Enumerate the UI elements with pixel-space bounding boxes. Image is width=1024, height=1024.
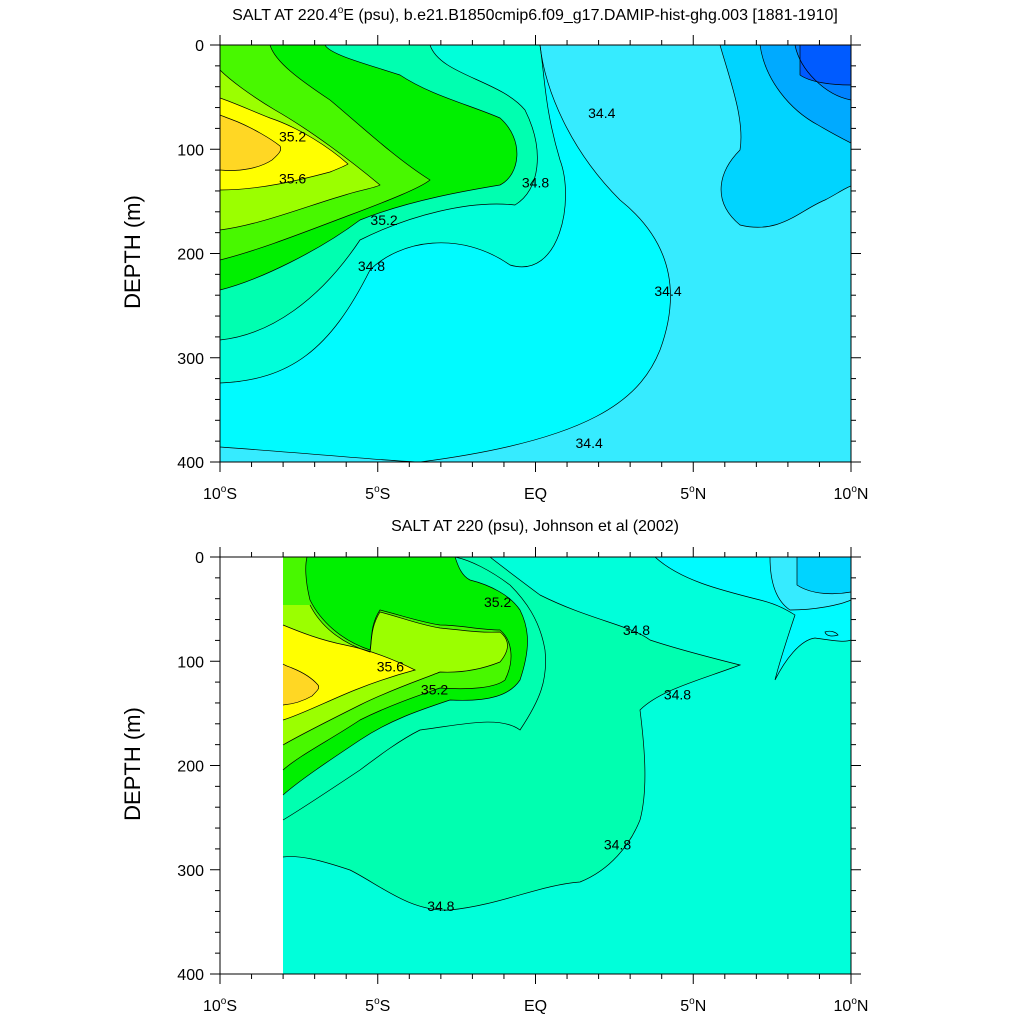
obs-y-tick-label: 0	[195, 550, 204, 567]
obs-panel-title: SALT AT 220 (psu), Johnson et al (2002)	[391, 518, 679, 535]
obs-axis-ticks	[210, 547, 861, 984]
model-line-33-8	[799, 45, 851, 86]
obs-contour-fills	[283, 557, 851, 974]
model-x-tick-label: 10oS	[203, 484, 237, 503]
model-contour-label: 34.4	[654, 283, 681, 299]
model-line-35-2	[220, 45, 518, 291]
model-x-tick-label: 5oN	[680, 484, 706, 503]
model-contour-label: 34.4	[576, 435, 603, 451]
model-line-34-2	[719, 45, 851, 228]
model-y-tick-label: 100	[177, 142, 204, 159]
model-y-tick-label: 400	[177, 455, 204, 472]
fill-band-34-4-bottom	[220, 447, 420, 462]
obs-contour-label: 35.2	[484, 594, 511, 610]
model-contour-label: 34.8	[358, 258, 385, 274]
obs-contour-labels: 35.2 35.6 35.2 34.8 34.8 34.8 34.8	[377, 594, 692, 914]
obs-contour-lines	[282, 557, 851, 911]
model-y-tick-label: 0	[195, 38, 204, 55]
model-line-35-0	[220, 45, 538, 341]
obs-x-tick-label: EQ	[524, 998, 547, 1015]
model-line-33-9	[794, 45, 851, 101]
obs-line-35-4	[282, 604, 508, 746]
obs-contour-label: 34.8	[604, 837, 631, 853]
model-contour-label: 34.8	[522, 175, 549, 191]
obs-x-tick-label: 10oN	[834, 996, 869, 1015]
model-y-axis-label: DEPTH (m)	[120, 195, 145, 309]
obs-line-35-3	[282, 557, 512, 771]
obs-x-tick-label: 5oN	[680, 996, 706, 1015]
model-contour-lines	[220, 45, 851, 462]
model-line-35-6	[220, 97, 349, 191]
obs-band-35-6	[283, 625, 415, 720]
model-y-tick-label: 200	[177, 247, 204, 264]
model-y-tick-labels: 0 100 200 300 400	[177, 38, 204, 472]
obs-line-35-2	[282, 557, 528, 796]
obs-band-35-8	[283, 664, 319, 705]
model-x-tick-labels: 10oS 5oS EQ 5oN 10oN	[203, 484, 868, 503]
model-x-tick-label: 5oS	[365, 484, 390, 503]
obs-contour-label: 34.8	[427, 898, 454, 914]
obs-y-tick-label: 400	[177, 967, 204, 984]
fill-band-35-8	[220, 115, 281, 171]
model-line-35-4	[220, 69, 381, 231]
obs-line-34-6	[654, 557, 851, 681]
obs-line-35-8	[282, 663, 320, 706]
obs-band-34-2	[797, 557, 851, 594]
model-contour-label: 34.4	[588, 105, 615, 121]
obs-y-axis-label: DEPTH (m)	[120, 707, 145, 821]
obs-contour-label: 35.6	[377, 658, 404, 674]
model-y-tick-label: 300	[177, 351, 204, 368]
model-contour-labels: 35.2 35.6 35.2 34.8 34.8 34.4 34.4 34.4	[279, 105, 682, 451]
obs-x-tick-labels: 10oS 5oS EQ 5oN 10oN	[203, 996, 868, 1015]
obs-y-tick-label: 200	[177, 759, 204, 776]
model-contour-fills	[220, 45, 851, 462]
model-line-34-8	[220, 45, 566, 384]
obs-y-tick-label: 300	[177, 863, 204, 880]
model-axis-ticks	[210, 35, 861, 472]
obs-contour-label: 34.8	[664, 687, 691, 703]
model-line-34-4	[419, 45, 671, 462]
obs-line-34-2	[796, 557, 851, 595]
fill-band-33-8	[800, 45, 851, 85]
model-line-35-3	[220, 45, 431, 261]
model-panel-title: SALT AT 220.4oE (psu), b.e21.B1850cmip6.…	[232, 5, 838, 24]
obs-contour-label: 34.8	[623, 622, 650, 638]
model-contour-label: 35.2	[279, 129, 306, 145]
model-line-35-8	[220, 114, 282, 171]
obs-line-35-0	[282, 557, 546, 821]
obs-x-tick-label: 10oS	[203, 996, 237, 1015]
model-line-34-0	[759, 45, 851, 144]
obs-y-tick-labels: 0 100 200 300 400	[177, 550, 204, 984]
obs-contour-label: 35.2	[421, 681, 448, 697]
model-x-tick-label: EQ	[524, 486, 547, 503]
obs-line-small-eddy	[824, 630, 839, 637]
model-contour-label: 35.2	[370, 212, 397, 228]
model-contour-label: 35.6	[279, 170, 306, 186]
model-panel: SALT AT 220.4oE (psu), b.e21.B1850cmip6.…	[120, 5, 868, 503]
obs-line-34-4	[769, 557, 851, 611]
obs-x-tick-label: 5oS	[365, 996, 390, 1015]
obs-line-35-6	[282, 624, 416, 721]
model-x-tick-label: 10oN	[834, 484, 869, 503]
obs-y-tick-label: 100	[177, 654, 204, 671]
obs-line-34-8-a	[282, 557, 742, 911]
obs-panel: SALT AT 220 (psu), Johnson et al (2002)	[120, 518, 868, 1015]
